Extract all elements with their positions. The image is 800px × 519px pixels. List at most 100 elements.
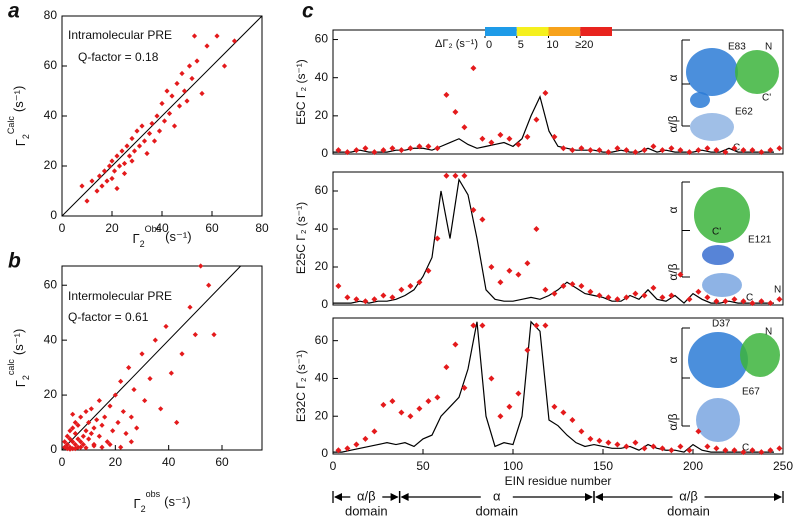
annotation: α bbox=[666, 74, 680, 81]
axis-label-sup: obs bbox=[146, 489, 161, 499]
point bbox=[344, 294, 351, 301]
point bbox=[587, 435, 594, 442]
point bbox=[659, 294, 666, 301]
panel-label: c bbox=[302, 0, 314, 23]
point bbox=[533, 116, 540, 123]
point bbox=[677, 271, 684, 278]
y-tick-label: 20 bbox=[44, 158, 58, 172]
point bbox=[695, 147, 702, 154]
y-tick-label: 60 bbox=[315, 32, 329, 46]
point bbox=[713, 445, 720, 452]
point bbox=[443, 91, 450, 98]
point bbox=[129, 135, 135, 142]
annotation: α/β bbox=[666, 413, 680, 430]
point bbox=[62, 439, 68, 445]
annotation: E83 bbox=[728, 42, 746, 53]
structure-blob bbox=[702, 245, 734, 265]
point bbox=[86, 419, 92, 426]
point bbox=[551, 290, 558, 297]
point bbox=[179, 351, 185, 357]
point bbox=[524, 260, 531, 267]
axis-label: E32C Γ₂ (s⁻¹) bbox=[294, 350, 308, 422]
panel-label: b bbox=[8, 250, 21, 273]
domain-sublabel: domain bbox=[667, 503, 710, 518]
y-tick-label: 60 bbox=[44, 58, 58, 72]
point bbox=[129, 158, 135, 164]
point bbox=[488, 264, 495, 270]
point bbox=[479, 135, 486, 142]
point bbox=[211, 332, 217, 338]
point bbox=[118, 378, 124, 384]
axis-label: Γ2 calc (s⁻¹) bbox=[6, 329, 31, 388]
point bbox=[104, 178, 110, 184]
structure-blob bbox=[686, 48, 738, 96]
point bbox=[560, 409, 567, 416]
structure-blob bbox=[696, 398, 740, 442]
point bbox=[99, 444, 105, 450]
point bbox=[96, 173, 103, 179]
x-tick-label: 80 bbox=[255, 221, 269, 235]
point bbox=[67, 436, 73, 442]
y-tick-label: 40 bbox=[44, 332, 58, 346]
point bbox=[147, 375, 153, 382]
colorbar-segment bbox=[548, 27, 581, 36]
y-tick-label: 0 bbox=[50, 208, 57, 222]
point bbox=[614, 145, 621, 152]
axis-label: E5C Γ₂ (s⁻¹) bbox=[294, 59, 308, 125]
point bbox=[677, 443, 684, 450]
point bbox=[722, 298, 729, 305]
point bbox=[70, 446, 76, 452]
axis-label: E25C Γ₂ (s⁻¹) bbox=[294, 202, 308, 274]
point bbox=[214, 33, 220, 39]
point bbox=[159, 100, 165, 107]
arrow-head bbox=[400, 493, 409, 501]
point bbox=[749, 300, 756, 307]
arrow-head bbox=[585, 493, 593, 501]
point bbox=[668, 292, 675, 299]
domain-label: α/β bbox=[679, 488, 698, 503]
point bbox=[136, 143, 143, 149]
point bbox=[114, 153, 120, 159]
annotation: α/β bbox=[666, 263, 680, 280]
point bbox=[515, 390, 522, 397]
axis-label-sup: calc bbox=[6, 359, 16, 376]
point bbox=[107, 403, 113, 409]
domain-label: α bbox=[493, 488, 501, 503]
point bbox=[758, 149, 765, 156]
axis-label: EIN residue number bbox=[505, 474, 612, 488]
point bbox=[695, 428, 702, 435]
point bbox=[335, 447, 342, 454]
structure-blob bbox=[690, 92, 710, 108]
point bbox=[686, 447, 693, 454]
axis-label: Γ2Obs(s⁻¹) bbox=[132, 224, 191, 249]
point bbox=[80, 441, 86, 448]
point bbox=[740, 449, 747, 456]
colorbar-tick-label: ≥20 bbox=[575, 39, 593, 51]
point bbox=[416, 143, 423, 150]
x-tick-label: 20 bbox=[109, 455, 123, 469]
point bbox=[96, 397, 102, 404]
point bbox=[497, 279, 504, 286]
colorbar-segment bbox=[580, 27, 612, 36]
annotation: Intramolecular PRE bbox=[68, 28, 172, 42]
point bbox=[89, 178, 95, 184]
point bbox=[104, 439, 110, 445]
point bbox=[713, 147, 720, 154]
point bbox=[506, 267, 513, 274]
point bbox=[64, 433, 70, 439]
point bbox=[614, 441, 621, 448]
point bbox=[398, 286, 405, 293]
point bbox=[204, 43, 210, 49]
point bbox=[79, 183, 85, 189]
point bbox=[623, 294, 630, 301]
point bbox=[407, 145, 414, 152]
point bbox=[704, 145, 711, 152]
axis-label-sup: Obs bbox=[145, 224, 162, 234]
axis-label-sub: 2 bbox=[140, 239, 145, 249]
colorbar-tick-label: 5 bbox=[518, 39, 524, 51]
point bbox=[515, 271, 522, 278]
annotation: D37 bbox=[712, 319, 731, 330]
point bbox=[605, 439, 612, 446]
point bbox=[452, 341, 459, 348]
